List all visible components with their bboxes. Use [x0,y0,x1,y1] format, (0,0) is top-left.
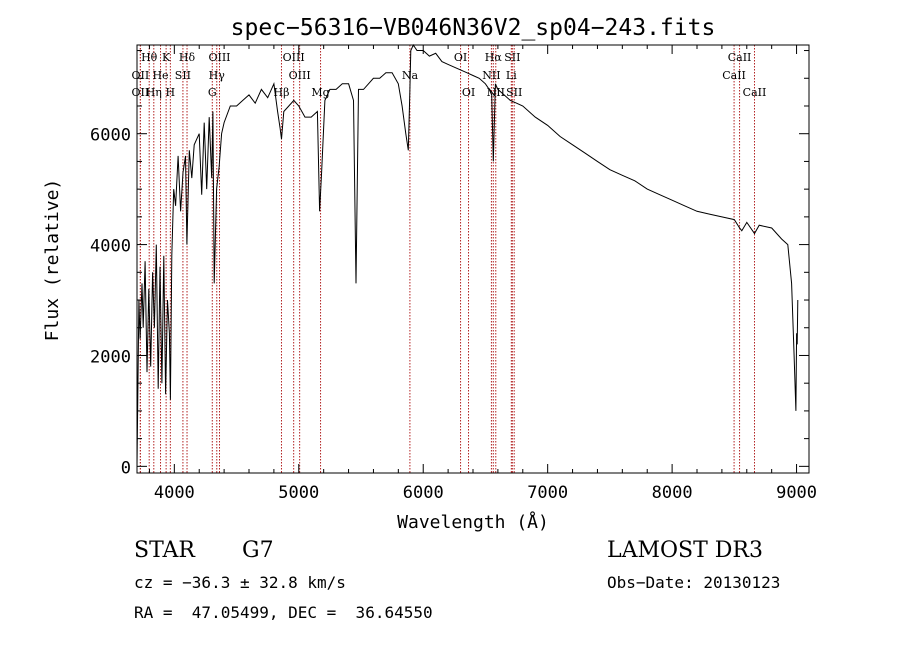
line-label-7: H [166,86,176,99]
x-tick-label-4: 8000 [652,483,693,503]
line-label-21: NII [487,86,505,99]
line-label-19: Hα [485,51,503,64]
line-label-25: CaII [728,51,752,64]
y-axis-ticks: 0 2000 4000 6000 [90,50,809,478]
line-label-6: SII [175,69,191,82]
y-tick-label-2: 4000 [90,237,131,257]
y-axis-label: Flux (relative) [42,179,63,342]
x-axis-ticks: 4000 5000 6000 7000 8000 9000 [148,45,817,503]
line-label-2: OII [132,86,150,99]
line-label-24: SII [506,86,522,99]
obs-date-text: Obs−Date: 20130123 [607,573,781,592]
line-label-26: CaII [722,69,746,82]
y-tick-label-3: 6000 [90,126,131,146]
line-label-14: OIII [289,69,311,82]
flux-series-line [136,43,799,467]
class-label: STAR [134,538,195,563]
line-label-8: Hδ [179,51,196,64]
x-tick-label-1: 5000 [278,483,319,503]
line-label-9: OIII [208,51,230,64]
line-label-12: Hβ [274,86,290,99]
line-label-20: NII [482,69,500,82]
plot-frame [136,44,810,474]
x-axis-label: Wavelength (Å) [397,511,549,533]
emission-line-markers [139,45,755,473]
subclass-label: G7 [242,538,274,563]
redshift-text: cz = −36.3 ± 32.8 km/s [134,573,346,592]
x-tick-label-0: 4000 [154,483,195,503]
coordinates-text: RA = 47.05499, DEC = 36.64550 [134,603,433,622]
y-tick-label-1: 2000 [90,347,131,367]
chart-title: spec−56316−VB046N36V2_sp04−243.fits [231,15,716,41]
line-label-3: Hη [146,86,162,99]
y-tick-label-0: 0 [121,458,131,478]
line-label-18: OI [462,86,475,99]
line-label-15: Mg [311,86,329,99]
line-label-27: CaII [743,86,767,99]
line-label-0: Hθ [141,51,158,64]
line-label-10: Hγ [209,69,226,82]
x-tick-label-5: 9000 [776,483,817,503]
line-label-13: OIII [283,51,305,64]
line-label-22: SII [504,51,520,64]
line-label-4: He [152,69,168,82]
survey-label: LAMOST DR3 [607,538,763,563]
line-label-5: K [162,51,171,64]
line-label-1: OII [132,69,150,82]
x-tick-label-2: 6000 [403,483,444,503]
line-label-17: OI [454,51,467,64]
line-label-23: Li [506,69,517,82]
x-tick-label-3: 7000 [527,483,568,503]
line-label-11: G [208,86,217,99]
